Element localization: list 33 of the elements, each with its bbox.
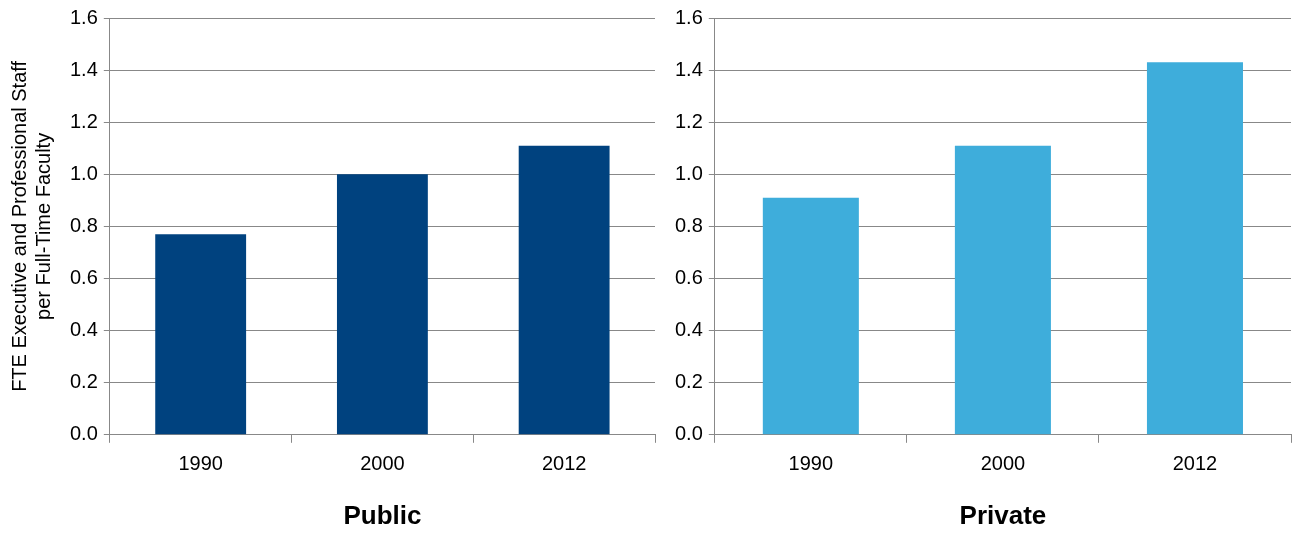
bar <box>518 145 610 435</box>
y-tick-label: 0.0 <box>674 422 703 445</box>
x-tick-label: 1990 <box>788 452 834 475</box>
y-tick-label: 0.4 <box>69 318 98 341</box>
bar <box>1146 62 1243 435</box>
y-tick-label: 0.4 <box>674 318 703 341</box>
x-tick-label: 2000 <box>360 452 405 475</box>
y-tick-label: 1.4 <box>69 57 98 80</box>
y-tick-label: 1.6 <box>69 5 98 28</box>
y-tick-label: 0.0 <box>69 422 98 445</box>
y-tick-label: 1.2 <box>69 109 98 132</box>
bar <box>155 234 247 435</box>
x-tick-label: 2012 <box>1172 452 1218 475</box>
x-tick-label: 1990 <box>178 452 223 475</box>
bar <box>954 145 1051 435</box>
bar <box>336 174 428 435</box>
y-tick-label: 0.6 <box>69 266 98 289</box>
y-tick-label: 1.6 <box>674 5 703 28</box>
y-tick-label: 1.4 <box>674 57 703 80</box>
bar <box>762 197 859 435</box>
y-tick-label: 1.0 <box>69 161 98 184</box>
y-axis-title: FTE Executive and Professional Staff per Full-Time Faculty <box>7 60 54 392</box>
x-tick-label: 2000 <box>980 452 1026 475</box>
y-tick-label: 0.2 <box>69 370 98 393</box>
x-tick-label: 2012 <box>541 452 587 475</box>
y-tick-label: 0.6 <box>674 266 703 289</box>
y-tick-label: 0.2 <box>674 370 703 393</box>
y-tick-label: 0.8 <box>674 213 703 236</box>
x-axis-title: Private <box>959 499 1047 530</box>
x-axis-title: Public <box>343 499 422 530</box>
y-tick-label: 0.8 <box>69 213 98 236</box>
y-tick-label: 1.0 <box>674 161 703 184</box>
y-tick-label: 1.2 <box>674 109 703 132</box>
